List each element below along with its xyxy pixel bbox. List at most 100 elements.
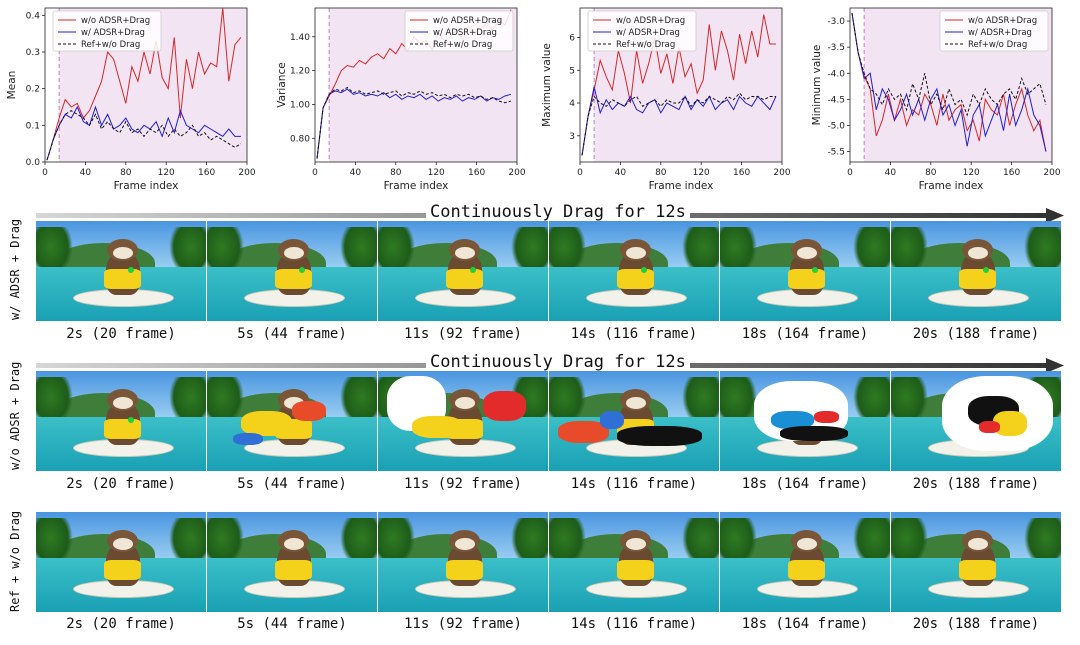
x-tick-label: 160 [1003, 168, 1020, 178]
frame-caption: 14s (116 frame) [570, 616, 698, 632]
frame-caption: 2s (20 frame) [66, 476, 176, 492]
legend-entry: Ref+w/o Drag [433, 40, 492, 50]
drag-arrow-top: Continuously Drag for 12s [0, 202, 1080, 228]
video-frame [378, 512, 548, 612]
x-tick-label: 200 [773, 168, 790, 178]
row-label-adsr: w/ ADSR + Drag [8, 218, 22, 320]
chart-2: 0 40 80 120 160 200 3 4 5 6 Frame index Maximum val… [541, 7, 791, 192]
drag-point-marker [127, 267, 134, 273]
x-tick-label: 80 [390, 168, 402, 178]
x-axis-label: Frame index [384, 180, 449, 192]
video-frame [207, 512, 377, 612]
x-tick-label: 0 [577, 168, 583, 178]
x-tick-label: 200 [508, 168, 525, 178]
distortion-artifact [483, 391, 526, 421]
y-axis-label: Variance [276, 62, 288, 107]
legend-entry: w/o ADSR+Drag [81, 16, 150, 26]
video-frame [207, 371, 377, 471]
video-frame [549, 512, 719, 612]
y-tick-label: -4.5 [827, 95, 845, 105]
plot-frame [44, 7, 248, 163]
video-frame [891, 512, 1061, 612]
y-axis-label: Maximum value [541, 43, 553, 127]
x-tick-label: 160 [198, 168, 215, 178]
otter-face [625, 397, 646, 409]
drag-arrow-middle: Continuously Drag for 12s [0, 352, 1080, 378]
legend-entry: Ref+w/o Drag [616, 40, 675, 50]
distortion-artifact [813, 411, 839, 423]
otter-face [283, 247, 304, 259]
y-tick-label: 0.4 [26, 11, 41, 21]
otter-face [967, 247, 988, 259]
plot-frame [314, 7, 518, 163]
legend-box [587, 10, 697, 52]
series-line-w-adsr-drag [316, 88, 512, 159]
legend-entry: w/ ADSR+Drag [433, 28, 497, 38]
video-frame [891, 371, 1061, 471]
distortion-artifact [779, 426, 848, 441]
frame-caption: 5s (44 frame) [237, 326, 347, 342]
y-tick-label: 6 [569, 33, 575, 43]
otter-face [796, 247, 817, 259]
life-vest [104, 419, 142, 439]
series-line-w-o-adsr-drag [851, 13, 1047, 152]
x-tick-label: 80 [120, 168, 132, 178]
x-tick-label: 40 [350, 168, 362, 178]
x-tick-label: 40 [80, 168, 92, 178]
legend-entry: Ref+w/o Drag [968, 40, 1027, 50]
y-tick-label: -5.0 [827, 121, 845, 131]
y-tick-label: 1.40 [290, 33, 310, 43]
life-vest [275, 269, 313, 289]
distortion-artifact [412, 416, 463, 438]
otter-face [283, 538, 304, 550]
frame-caption: 14s (116 frame) [570, 476, 698, 492]
series-line-w-adsr-drag [851, 13, 1047, 152]
y-tick-label: 0.2 [26, 85, 40, 95]
x-tick-label: 40 [885, 168, 897, 178]
x-tick-label: 40 [615, 168, 627, 178]
life-vest [617, 560, 655, 580]
distortion-artifact [979, 421, 1000, 433]
otter-face [967, 538, 988, 550]
x-axis-label: Frame index [114, 180, 179, 192]
video-frame [36, 512, 206, 612]
chart-1: 0 40 80 120 160 200 0.80 1.00 1.20 1.40 Frame inde… [276, 7, 526, 192]
video-frame [549, 371, 719, 471]
row-label-ref: Ref + w/o Drag [8, 510, 22, 612]
distortion-artifact [771, 411, 814, 429]
x-tick-label: 200 [238, 168, 255, 178]
x-tick-label: 160 [733, 168, 750, 178]
legend-entry: w/o ADSR+Drag [616, 16, 685, 26]
otter-face [454, 247, 475, 259]
y-tick-label: 5 [569, 66, 575, 76]
frame-caption: 20s (188 frame) [912, 326, 1040, 342]
y-tick-label: 0.0 [26, 158, 41, 168]
otter-face [454, 538, 475, 550]
otter-face [796, 538, 817, 550]
y-tick-label: 0.1 [26, 121, 40, 131]
x-tick-label: 0 [847, 168, 853, 178]
otter-face [625, 538, 646, 550]
life-vest [617, 269, 655, 289]
x-tick-label: 160 [468, 168, 485, 178]
x-tick-label: 80 [655, 168, 667, 178]
x-axis-label: Frame index [919, 180, 984, 192]
frame-caption: 18s (164 frame) [741, 326, 869, 342]
frame-caption: 2s (20 frame) [66, 326, 176, 342]
frame-caption: 11s (92 frame) [403, 326, 522, 342]
x-tick-label: 200 [1043, 168, 1060, 178]
frame-caption: 2s (20 frame) [66, 616, 176, 632]
legend-entry: w/ ADSR+Drag [968, 28, 1032, 38]
y-axis-label: Minimum value [811, 45, 823, 126]
distortion-artifact [557, 421, 609, 443]
series-line-ref-w-o-drag [581, 92, 776, 156]
y-tick-label: 1.20 [290, 67, 310, 77]
y-tick-label: -3.5 [827, 43, 845, 53]
y-axis-label: Mean [6, 71, 18, 100]
frame-caption: 18s (164 frame) [741, 476, 869, 492]
series-line-w-o-adsr-drag [46, 7, 242, 161]
drag-point-marker [127, 417, 134, 423]
video-frame [378, 371, 548, 471]
series-line-ref-w-o-drag [316, 86, 512, 159]
